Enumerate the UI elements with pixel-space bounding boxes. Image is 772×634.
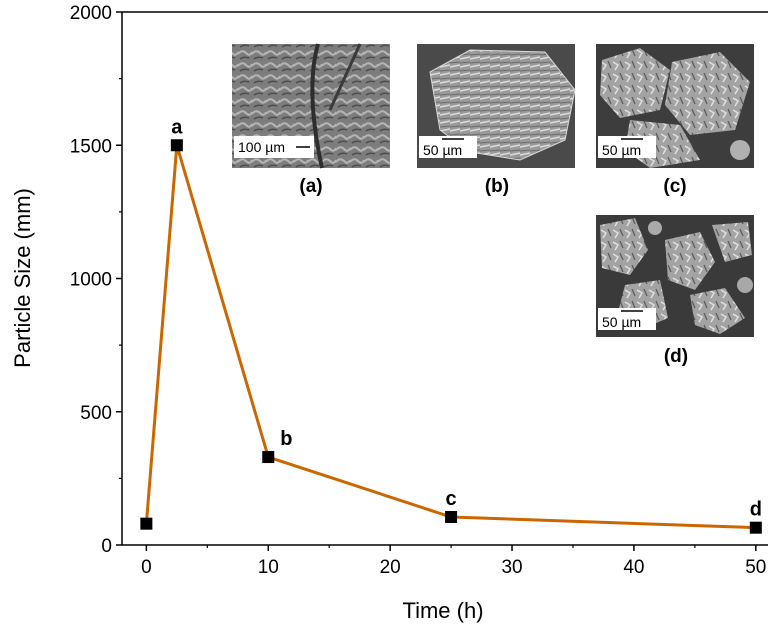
data-point-marker [749, 521, 762, 534]
inset-caption-c: (c) [663, 176, 686, 197]
data-point-label: c [446, 488, 457, 510]
inset-caption-a: (a) [299, 176, 322, 197]
data-point-marker [140, 517, 153, 530]
scale-bar-box-d [598, 308, 656, 330]
y-axis-title: Particle Size (mm) [10, 188, 35, 368]
scale-bar-text-c: 50 µm [602, 142, 641, 158]
x-axis-ticks: 0 10 20 30 40 50 [141, 545, 766, 578]
sem-particle-d5 [690, 288, 745, 334]
sem-particle-d3 [712, 222, 752, 262]
scale-bar-text-a: 100 µm [238, 139, 285, 155]
sem-crack-a2 [328, 43, 362, 111]
y-tick-label: 500 [80, 403, 112, 424]
y-axis-ticks: 0 500 1000 1500 2000 [70, 3, 122, 557]
data-point-marker [170, 139, 183, 152]
series-particle-size: a b c d [140, 116, 762, 534]
inset-caption-d: (d) [664, 346, 688, 367]
sem-inset-c: 50 µm (c) [596, 44, 754, 197]
x-tick-label: 30 [501, 557, 522, 578]
data-point-label: b [280, 428, 292, 450]
sem-crack-a [310, 43, 324, 169]
sem-inset-b: 50 µm (b) [417, 44, 576, 197]
scale-bar-box-c [598, 136, 656, 158]
scale-bar-box-a [234, 136, 314, 158]
x-tick-label: 50 [745, 557, 766, 578]
sem-particle-c1 [600, 48, 670, 118]
sem-particle-c4 [730, 140, 750, 160]
sem-particle-d6 [648, 221, 662, 235]
x-tick-label: 10 [258, 557, 279, 578]
x-axis-title: Time (h) [402, 598, 483, 623]
data-point-marker [445, 511, 458, 524]
sem-particle-d1 [600, 218, 648, 275]
sem-particle-d7 [737, 277, 753, 293]
inset-caption-b: (b) [485, 176, 509, 197]
x-tick-label: 20 [380, 557, 401, 578]
sem-particle-d2 [665, 232, 715, 290]
data-point-marker [262, 451, 275, 464]
x-tick-label: 40 [623, 557, 644, 578]
scale-bar-box-b [419, 136, 477, 158]
data-point-label: d [750, 499, 762, 521]
y-tick-label: 2000 [70, 3, 112, 24]
y-tick-label: 1500 [70, 136, 112, 157]
y-tick-label: 0 [101, 536, 112, 557]
scale-bar-text-d: 50 µm [602, 314, 641, 330]
y-tick-label: 1000 [70, 270, 112, 291]
sem-inset-d: 50 µm (d) [596, 215, 754, 367]
sem-particle-c2 [665, 52, 750, 135]
x-tick-label: 0 [141, 557, 152, 578]
data-point-label: a [171, 116, 183, 138]
scale-bar-text-b: 50 µm [423, 142, 462, 158]
sem-inset-a: 100 µm (a) [232, 43, 390, 197]
